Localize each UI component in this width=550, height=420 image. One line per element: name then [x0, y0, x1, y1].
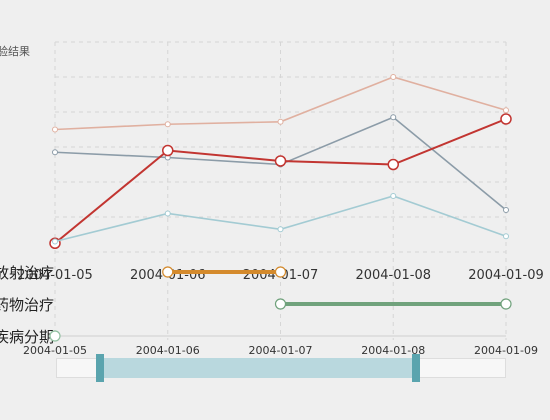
data-point	[52, 149, 58, 156]
data-point	[162, 144, 174, 157]
data-zoom-left-handle[interactable]	[96, 354, 104, 382]
x-tick-label: 2004-01-05	[17, 268, 93, 283]
gantt-row-label: 疾病分期	[0, 328, 54, 346]
gantt-x-axis-ticks: 2004-01-05 2004-01-06 2004-01-07 2004-01-08…	[23, 344, 538, 357]
series-lines	[49, 74, 512, 249]
data-point	[277, 226, 284, 233]
data-point	[500, 113, 512, 125]
data-zoom-right-handle[interactable]	[412, 354, 420, 382]
data-zoom-selected-range[interactable]	[100, 358, 416, 378]
data-point	[52, 238, 58, 245]
data-point	[274, 155, 287, 167]
gantt-x-tick-label: 2004-01-07	[249, 344, 313, 357]
data-point	[390, 74, 397, 80]
gantt-x-tick-label: 2004-01-08	[361, 344, 425, 357]
gantt-x-tick-label: 2004-01-06	[136, 344, 200, 357]
gantt-row-label: 药物治疗	[0, 296, 54, 314]
y-axis-label: 检验结果	[0, 44, 30, 58]
gantt-start-marker	[162, 266, 174, 278]
grid	[54, 41, 507, 340]
x-tick-label: 2004-01-09	[468, 268, 544, 283]
gantt-start-marker	[274, 298, 287, 310]
data-point	[387, 158, 399, 171]
gantt-end-marker	[500, 298, 512, 310]
data-point	[390, 193, 397, 199]
gantt-end-marker	[274, 266, 287, 278]
data-point	[277, 118, 284, 125]
data-point	[52, 126, 58, 133]
gantt-start-marker	[49, 330, 61, 342]
gantt-row-label: 放射治疗	[0, 264, 54, 282]
data-point	[503, 233, 509, 240]
gantt-x-tick-label: 2004-01-09	[474, 344, 538, 357]
data-point	[390, 114, 397, 121]
data-point	[503, 107, 509, 114]
x-tick-label: 2004-01-08	[355, 268, 431, 283]
data-point	[164, 210, 171, 217]
data-point	[503, 207, 509, 213]
gantt-x-tick-label: 2004-01-05	[23, 344, 87, 357]
data-point	[164, 121, 171, 128]
